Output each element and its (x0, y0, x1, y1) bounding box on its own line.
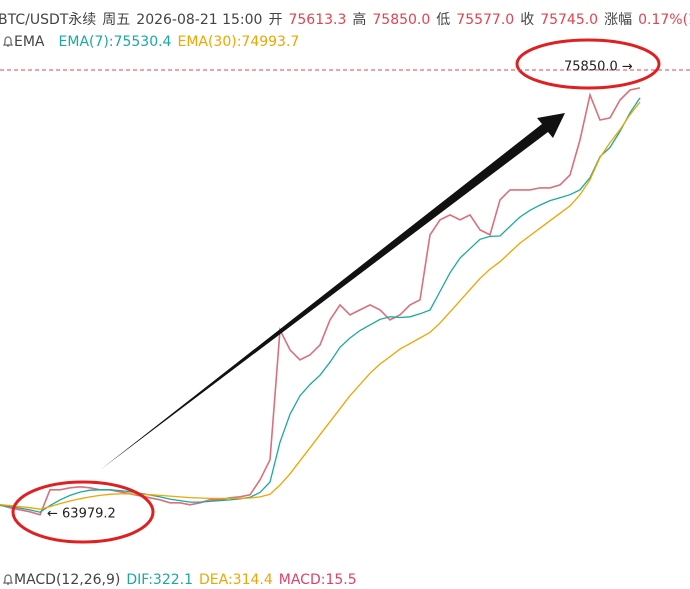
symbol: BTC/USDT永续 (0, 12, 97, 28)
label: 低 (436, 12, 451, 28)
highlight-ellipse (515, 38, 661, 90)
chart: 75850.0 → ← 63979.2 (0, 38, 690, 544)
series-line (0, 97, 641, 513)
bell-icon (3, 574, 13, 585)
value: 0.17%(131 (638, 12, 690, 28)
ema7: EMA(7):75530.4 (58, 34, 172, 50)
value: 75613.3 (288, 12, 347, 28)
ema30: EMA(30):74993.7 (177, 34, 300, 50)
macd-row: MACD(12,26,9) DIF:322.1 DEA:314.4 MACD:15.5 (2, 572, 363, 588)
dif: DIF:322.1 (126, 572, 193, 588)
highlight-ellipse (11, 480, 155, 544)
min-label: ← 63979.2 (47, 506, 116, 521)
weekday: 周五 (102, 12, 131, 28)
bell-icon (3, 36, 13, 47)
value: 75577.0 (456, 12, 515, 28)
dea: DEA:314.4 (199, 572, 273, 588)
label: 高 (352, 12, 367, 28)
header: BTC/USDT永续 周五 2026-08-21 15:00 开 75613.3 高 758… (0, 9, 690, 29)
series-line (0, 101, 641, 510)
label: 收 (520, 12, 535, 28)
max-label: 75850.0 → (564, 60, 633, 75)
label: 开 (268, 12, 283, 28)
datetime: 2026-08-21 15:00 (136, 12, 263, 28)
value: 75850.0 (372, 12, 431, 28)
indicator-name: EMA (14, 34, 45, 50)
trend-arrow (100, 113, 565, 470)
macd: MACD:15.5 (278, 572, 357, 588)
macd-name: MACD(12,26,9) (14, 572, 121, 588)
indicator-row: EMA EMA(7):75530.4 EMA(30):74993.7 (2, 34, 305, 50)
label: 涨幅 (604, 12, 633, 28)
value: 75745.0 (540, 12, 599, 28)
